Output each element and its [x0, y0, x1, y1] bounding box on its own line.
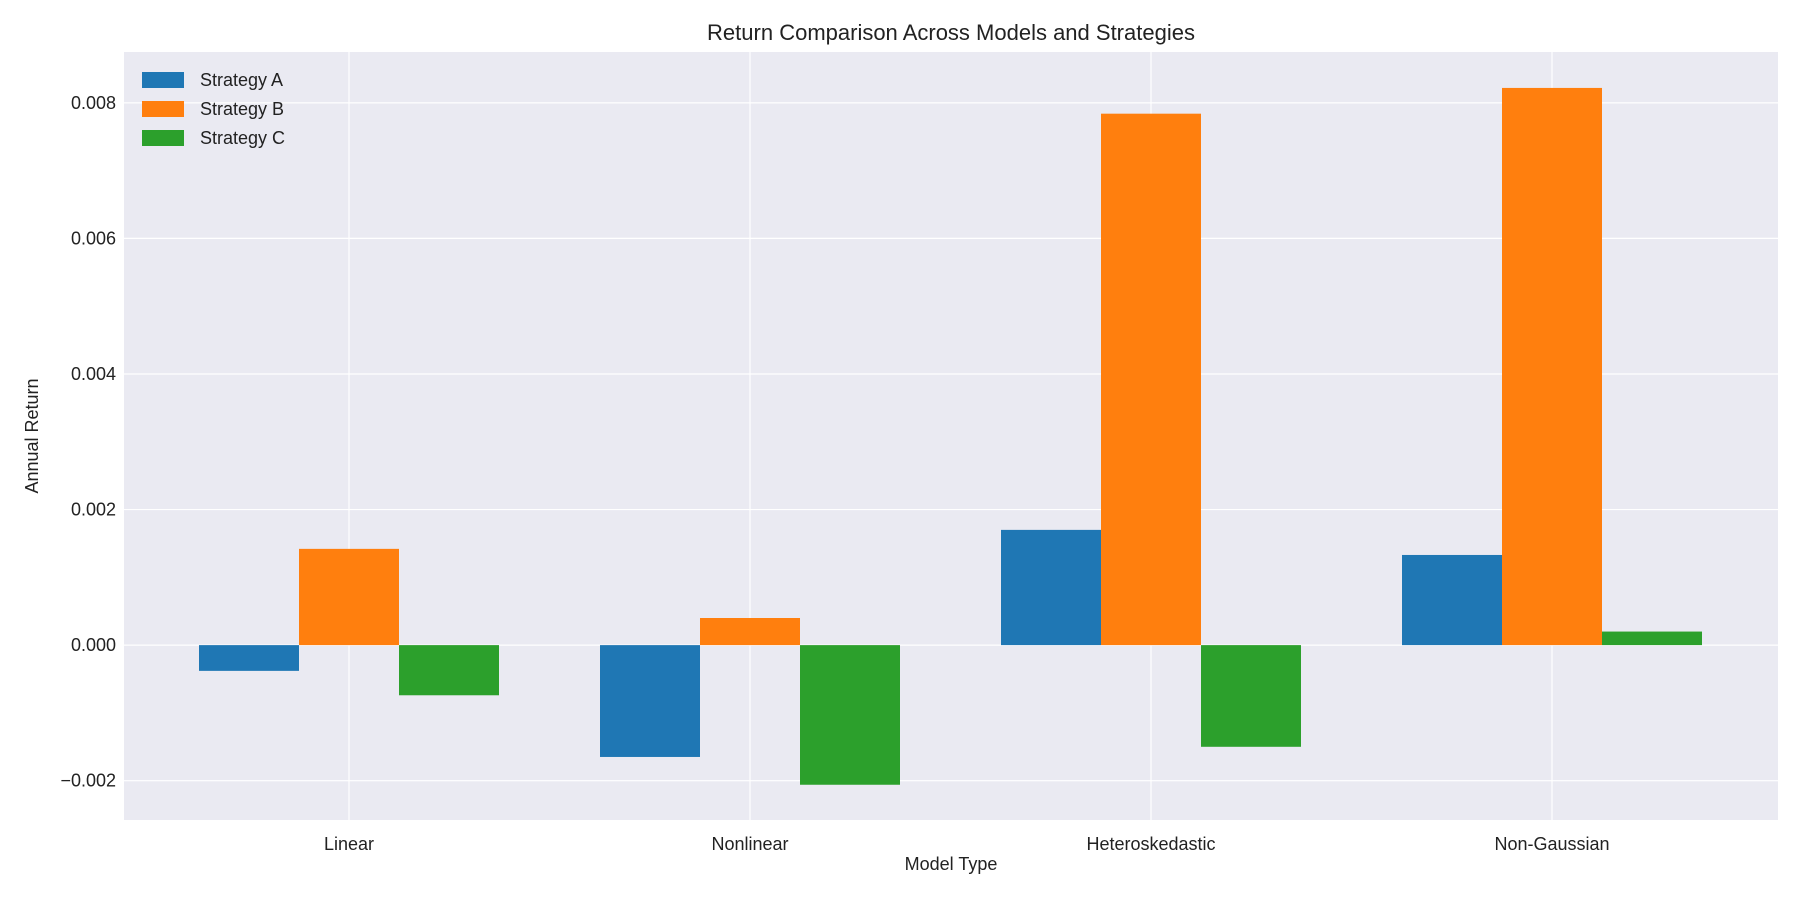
- x-tick-label: Non-Gaussian: [1494, 834, 1609, 854]
- x-axis-ticks: Linear Nonlinear Heteroskedastic Non-Gaussi…: [324, 834, 1610, 854]
- chart-title: Return Comparison Across Models and Stra…: [707, 20, 1195, 45]
- y-axis-label: Annual Return: [22, 378, 42, 493]
- legend-label: Strategy C: [200, 128, 285, 148]
- bar-strategy-a-nonlinear: [600, 645, 700, 757]
- x-tick-label: Linear: [324, 834, 374, 854]
- y-tick-label: 0.004: [71, 364, 116, 384]
- bar-strategy-c-linear: [399, 645, 499, 696]
- bar-strategy-b-non-gaussian: [1502, 87, 1602, 646]
- bar-strategy-b-nonlinear: [700, 618, 800, 646]
- y-axis-ticks: −0.002 0.000 0.002 0.004 0.006 0.008: [60, 93, 116, 791]
- y-tick-label: −0.002: [60, 771, 116, 791]
- bar-strategy-a-linear: [199, 645, 299, 671]
- bar-strategy-c-nonlinear: [800, 645, 900, 785]
- bar-strategy-a-heteroskedastic: [1001, 529, 1101, 646]
- bar-strategy-b-linear: [299, 548, 399, 646]
- y-tick-label: 0.006: [71, 228, 116, 248]
- bar-strategy-c-heteroskedastic: [1201, 645, 1301, 747]
- bars: [199, 87, 1702, 785]
- legend-swatch: [142, 130, 184, 146]
- x-axis-label: Model Type: [905, 854, 998, 874]
- x-tick-label: Nonlinear: [711, 834, 788, 854]
- y-tick-label: 0.008: [71, 93, 116, 113]
- y-tick-label: 0.002: [71, 500, 116, 520]
- bar-strategy-c-non-gaussian: [1602, 631, 1702, 646]
- legend-swatch: [142, 72, 184, 88]
- bar-strategy-a-non-gaussian: [1402, 554, 1502, 646]
- x-tick-label: Heteroskedastic: [1086, 834, 1215, 854]
- legend-label: Strategy B: [200, 99, 284, 119]
- y-tick-label: 0.000: [71, 635, 116, 655]
- legend-label: Strategy A: [200, 70, 283, 90]
- bar-strategy-b-heteroskedastic: [1101, 113, 1201, 646]
- legend-swatch: [142, 101, 184, 117]
- legend: Strategy A Strategy B Strategy C: [142, 70, 285, 148]
